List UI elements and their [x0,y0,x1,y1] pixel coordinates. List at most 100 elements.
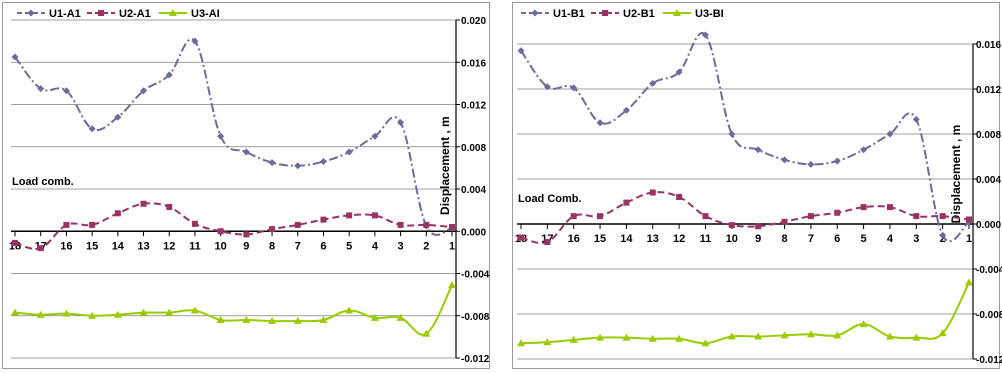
data-point [294,162,302,170]
data-point [422,329,431,337]
x-tick-label: 8 [269,240,275,252]
x-tick-label: 4 [887,233,894,245]
x-tick-label: 12 [163,240,175,252]
data-point [139,308,148,316]
data-point [294,221,301,228]
data-point [89,221,96,228]
data-point [569,335,578,343]
legend-label: U1-B1 [553,8,585,20]
data-point [754,146,762,154]
data-point [807,160,815,168]
y-axis-title: Displacement , m [949,125,963,224]
data-point [754,332,763,340]
x-tick-label: 13 [137,240,149,252]
legend-entry: U1-B1 [521,8,585,20]
x-tick-label: 4 [372,240,379,252]
x-tick-label: 14 [112,240,125,252]
x-tick-label: 7 [295,240,301,252]
series-u3-ai [11,281,456,337]
data-point [293,317,302,325]
data-point [939,231,947,239]
chart-panel-b: 0.016 0.012 0.008 0.004 0.000 -0.004 -0.008 -0.… [512,2,1002,369]
data-point [11,308,19,316]
y-tick-label: -0.004 [461,270,490,281]
data-point [518,234,524,241]
data-point [596,119,604,127]
y-tick-label: -0.008 [976,310,1002,321]
data-point [623,199,630,206]
x-tick-label: 2 [940,233,946,245]
data-point [371,132,379,140]
data-point [860,146,868,154]
series-u3-bi [517,278,973,347]
legend-marker [98,10,104,16]
data-point [371,212,378,219]
y-axis-title: Displacement , m [438,116,452,215]
data-point [912,115,920,123]
data-point [88,311,97,319]
data-point [449,224,455,231]
data-point [833,157,841,165]
data-point [242,315,251,323]
data-point [320,216,327,223]
data-point [675,334,684,342]
y-tick-label: -0.012 [976,355,1002,366]
data-point [36,310,45,318]
data-point [622,106,630,114]
x-tick-label: 16 [568,233,580,245]
data-point [165,308,174,316]
x-tick-label: 1 [966,233,972,245]
y-tick-label: -0.004 [976,265,1002,276]
data-point [345,306,354,314]
load-comb-annotation: Load comb. [12,176,74,188]
legend-entry: U2-A1 [87,8,151,20]
series-line [14,38,453,236]
x-tick-label: 1 [449,240,455,252]
data-point [396,313,405,321]
data-point [596,333,605,341]
x-tick-label: 3 [913,233,919,245]
data-point [676,194,683,200]
x-tick-label: 15 [86,240,98,252]
gridlines [517,43,977,360]
x-tick-label: 14 [620,233,633,245]
y-tick-label: 0.012 [461,101,486,112]
data-point [543,83,551,91]
data-point [191,220,198,227]
data-point [140,200,147,207]
data-point [165,71,173,79]
data-point [268,317,277,325]
data-point [166,203,173,210]
data-point [217,132,225,140]
series-line [520,282,970,345]
y-tick-label: 0.012 [976,85,1001,96]
series-line [14,284,453,336]
x-tick-label: 8 [781,233,787,245]
y-tick-label: 0.016 [461,58,486,69]
x-tick-label: 5 [346,240,352,252]
data-point [544,239,551,245]
y-tick-label: 0.004 [976,175,1001,186]
data-point [780,331,789,339]
data-point [755,223,762,230]
data-point [397,118,405,126]
data-point [62,87,70,95]
legend-label: U2-B1 [623,8,655,20]
data-point [885,332,894,340]
x-tick-label: 10 [215,240,227,252]
chart-b-svg: 0.016 0.012 0.008 0.004 0.000 -0.004 -0.008 -0.… [515,8,1002,366]
series-u2-a1 [12,200,455,252]
data-point [781,218,788,225]
y-tick-label: -0.008 [461,312,490,323]
data-point [648,334,657,342]
data-point [113,310,122,318]
data-point [319,158,327,166]
data-point [965,278,973,286]
data-point [728,130,736,138]
legend-marker [169,9,177,16]
x-tick-label: 5 [861,233,867,245]
data-point [140,87,148,95]
data-point [886,130,894,138]
data-point [319,315,328,323]
data-point [806,330,815,338]
